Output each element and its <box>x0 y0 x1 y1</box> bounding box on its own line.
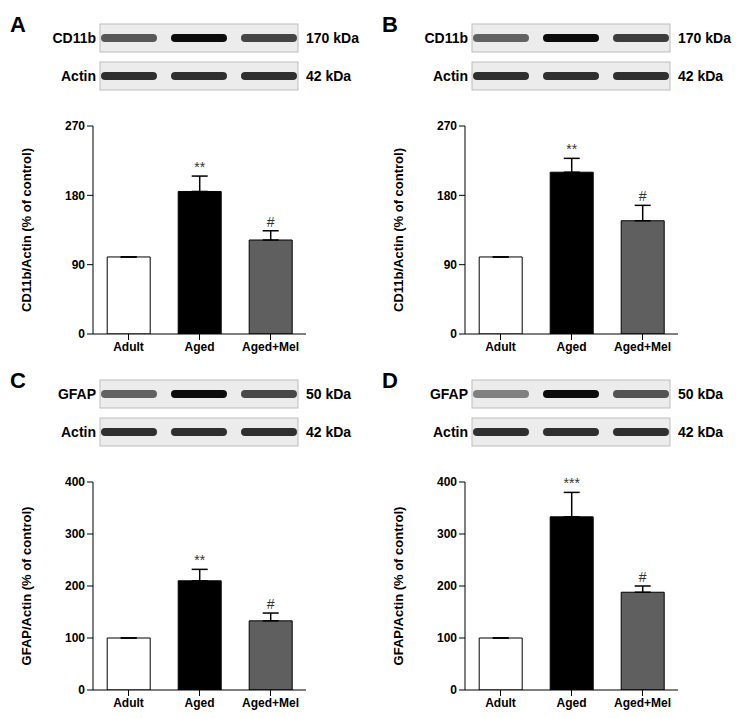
svg-text:Adult: Adult <box>485 696 516 710</box>
svg-text:170 kDa: 170 kDa <box>678 30 731 46</box>
svg-text:Aged+Mel: Aged+Mel <box>614 340 671 354</box>
svg-text:Actin: Actin <box>61 424 96 440</box>
svg-text:50 kDa: 50 kDa <box>306 386 351 402</box>
svg-text:270: 270 <box>65 119 85 133</box>
svg-text:90: 90 <box>444 258 458 272</box>
svg-text:400: 400 <box>437 475 457 489</box>
svg-text:Aged+Mel: Aged+Mel <box>614 696 671 710</box>
svg-text:90: 90 <box>72 258 86 272</box>
svg-text:180: 180 <box>437 189 457 203</box>
html-text:D: D <box>382 368 398 393</box>
svg-text:#: # <box>639 188 647 204</box>
svg-text:***: *** <box>564 475 581 491</box>
svg-text:100: 100 <box>437 631 457 645</box>
svg-text:0: 0 <box>78 683 85 697</box>
svg-text:Aged: Aged <box>185 340 215 354</box>
svg-text:0: 0 <box>78 327 85 341</box>
svg-text:Adult: Adult <box>485 340 516 354</box>
svg-text:Adult: Adult <box>113 340 144 354</box>
svg-text:CD11b: CD11b <box>52 30 96 46</box>
svg-text:170 kDa: 170 kDa <box>306 30 359 46</box>
svg-text:GFAP/Actin (% of control): GFAP/Actin (% of control) <box>19 507 34 666</box>
svg-text:42 kDa: 42 kDa <box>306 424 351 440</box>
svg-text:200: 200 <box>437 579 457 593</box>
svg-text:Aged: Aged <box>557 340 587 354</box>
svg-text:#: # <box>639 569 647 585</box>
svg-text:**: ** <box>194 552 205 568</box>
svg-text:GFAP: GFAP <box>430 386 468 402</box>
svg-text:Aged+Mel: Aged+Mel <box>242 696 299 710</box>
svg-text:42 kDa: 42 kDa <box>678 68 723 84</box>
svg-text:Aged: Aged <box>185 696 215 710</box>
svg-text:Actin: Actin <box>61 68 96 84</box>
svg-text:100: 100 <box>65 631 85 645</box>
svg-text:180: 180 <box>65 189 85 203</box>
svg-text:400: 400 <box>65 475 85 489</box>
svg-text:Aged: Aged <box>557 696 587 710</box>
svg-text:42 kDa: 42 kDa <box>306 68 351 84</box>
svg-text:CD11b: CD11b <box>424 30 468 46</box>
svg-text:Adult: Adult <box>113 696 144 710</box>
svg-text:Aged+Mel: Aged+Mel <box>242 340 299 354</box>
svg-text:Actin: Actin <box>433 68 468 84</box>
html-text:A: A <box>10 12 26 37</box>
svg-text:**: ** <box>194 159 205 175</box>
svg-text:GFAP: GFAP <box>58 386 96 402</box>
svg-text:0: 0 <box>450 683 457 697</box>
svg-text:270: 270 <box>437 119 457 133</box>
html-text:C: C <box>10 368 26 393</box>
svg-text:GFAP/Actin (% of control): GFAP/Actin (% of control) <box>391 507 406 666</box>
svg-text:**: ** <box>566 141 577 157</box>
svg-text:200: 200 <box>65 579 85 593</box>
svg-text:CD11b/Actin (% of control): CD11b/Actin (% of control) <box>391 148 406 312</box>
html-text:B: B <box>382 12 398 37</box>
svg-text:300: 300 <box>65 527 85 541</box>
svg-text:50 kDa: 50 kDa <box>678 386 723 402</box>
svg-text:#: # <box>267 214 275 230</box>
svg-text:Actin: Actin <box>433 424 468 440</box>
svg-text:0: 0 <box>450 327 457 341</box>
svg-text:42 kDa: 42 kDa <box>678 424 723 440</box>
svg-text:#: # <box>267 596 275 612</box>
svg-text:CD11b/Actin (% of control): CD11b/Actin (% of control) <box>19 148 34 312</box>
svg-text:300: 300 <box>437 527 457 541</box>
